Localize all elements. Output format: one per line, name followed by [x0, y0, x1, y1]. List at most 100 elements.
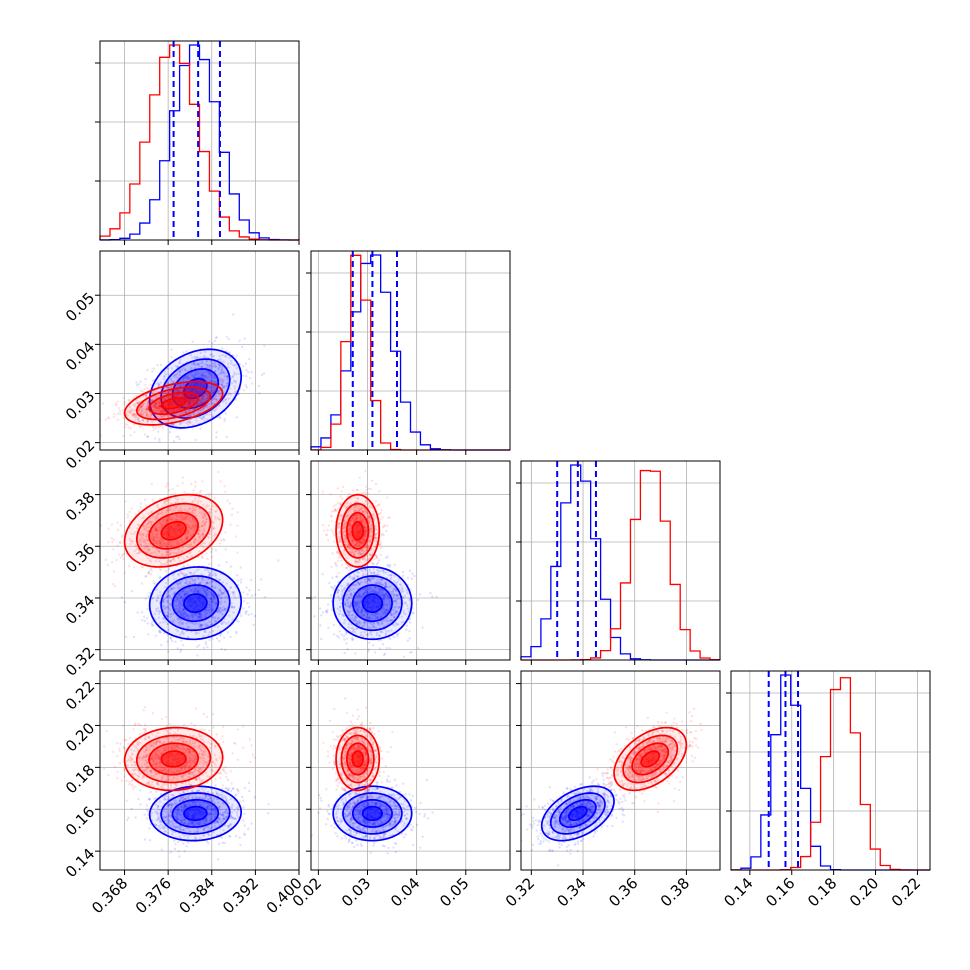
scatter-point: [224, 622, 228, 625]
scatter-point: [208, 572, 212, 576]
scatter-point: [159, 541, 162, 545]
scatter-point: [214, 602, 218, 605]
scatter-point: [345, 598, 349, 602]
scatter-point: [178, 383, 181, 386]
scatter-point: [157, 400, 160, 404]
scatter-point: [343, 651, 346, 655]
scatter-point: [188, 414, 191, 417]
scatter-point: [111, 540, 114, 544]
scatter-point: [223, 608, 227, 611]
scatter-point: [401, 574, 405, 578]
scatter-point: [231, 591, 234, 594]
scatter-point: [161, 538, 164, 541]
scatter-point: [169, 386, 172, 390]
scatter-point: [154, 426, 158, 430]
scatter-point: [188, 378, 192, 381]
scatter-point: [166, 595, 169, 599]
scatter-point: [217, 364, 221, 367]
scatter-point: [181, 622, 184, 626]
scatter-point: [233, 385, 236, 388]
scatter-point: [346, 647, 349, 651]
scatter-point: [123, 425, 127, 429]
scatter-point: [187, 375, 191, 379]
scatter-point: [406, 576, 410, 580]
scatter-point: [208, 370, 211, 374]
scatter-point: [193, 497, 197, 500]
scatter-point: [137, 551, 141, 555]
scatter-point: [140, 405, 144, 409]
scatter-point: [209, 374, 212, 377]
scatter-point: [232, 313, 235, 316]
scatter-point: [242, 374, 245, 377]
scatter-point: [147, 548, 150, 552]
scatter-point: [153, 551, 156, 554]
scatter-point: [226, 374, 229, 378]
scatter-point: [127, 426, 130, 429]
scatter-point: [136, 401, 139, 404]
scatter-point: [205, 520, 208, 524]
scatter-point: [163, 543, 167, 547]
scatter-point: [176, 408, 179, 411]
scatter-point: [253, 614, 257, 618]
scatter-point: [233, 596, 237, 599]
scatter-point: [152, 428, 155, 431]
scatter-point: [202, 407, 205, 410]
scatter-point: [228, 502, 231, 505]
scatter-point: [144, 377, 147, 381]
scatter-point: [236, 524, 239, 527]
scatter-point: [337, 571, 341, 575]
scatter-point: [197, 389, 200, 392]
scatter-point: [197, 565, 201, 568]
scatter-point: [213, 362, 217, 365]
scatter-point: [195, 419, 198, 422]
scatter-point: [187, 399, 190, 402]
scatter-point: [214, 381, 217, 384]
scatter-point: [197, 499, 200, 503]
scatter-point: [179, 582, 182, 585]
scatter-point: [205, 356, 208, 359]
scatter-point: [184, 612, 187, 616]
scatter-point: [182, 594, 185, 598]
scatter-point: [127, 564, 131, 568]
scatter-point: [212, 397, 215, 400]
scatter-point: [209, 380, 212, 383]
scatter-point: [202, 579, 205, 582]
scatter-point: [203, 590, 207, 594]
scatter-point: [213, 380, 216, 384]
scatter-point: [184, 513, 187, 516]
scatter-point: [162, 604, 165, 608]
scatter-point: [368, 578, 372, 582]
scatter-point: [181, 515, 184, 518]
scatter-point: [170, 587, 173, 591]
scatter-point: [169, 545, 172, 548]
scatter-point: [186, 625, 189, 628]
scatter-point: [212, 593, 215, 597]
scatter-point: [196, 404, 199, 407]
scatter-point: [178, 408, 181, 411]
scatter-point: [195, 569, 199, 572]
scatter-point: [176, 647, 179, 650]
scatter-point: [149, 419, 153, 422]
scatter-point: [204, 589, 207, 593]
scatter-point: [182, 608, 186, 611]
scatter-point: [217, 404, 220, 408]
scatter-point: [182, 607, 185, 611]
scatter-point: [172, 557, 175, 561]
scatter-point: [155, 395, 158, 398]
scatter-point: [150, 399, 153, 402]
scatter-point: [174, 591, 177, 594]
scatter-point: [177, 370, 180, 373]
scatter-point: [190, 398, 194, 401]
scatter-point: [121, 408, 125, 412]
scatter-point: [185, 396, 188, 399]
scatter-point: [163, 398, 167, 401]
scatter-point: [175, 408, 178, 412]
scatter-point: [360, 608, 364, 612]
scatter-point: [172, 424, 175, 427]
scatter-point: [191, 505, 195, 508]
scatter-point: [192, 400, 195, 403]
scatter-point: [211, 608, 214, 611]
scatter-point: [209, 591, 212, 594]
scatter-point: [334, 561, 337, 564]
scatter-point: [191, 340, 194, 343]
